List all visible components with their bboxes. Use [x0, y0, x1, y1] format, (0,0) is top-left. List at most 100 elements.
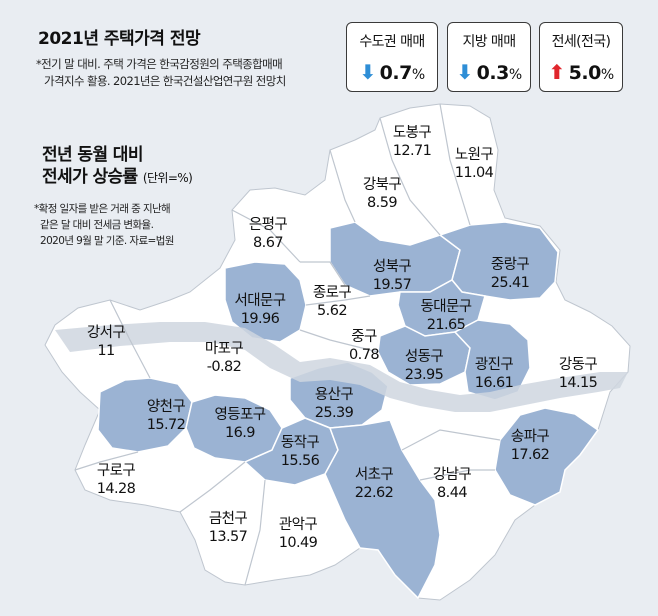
district-value: 13.57	[208, 529, 248, 545]
district-value: 0.78	[349, 347, 379, 363]
forecast-card-label: 전세(전국)	[551, 34, 611, 50]
district-value: 17.62	[510, 447, 550, 463]
district-value: 11	[97, 343, 115, 359]
district-value: 15.72	[146, 417, 186, 433]
district-label-seodaemun: 서대문구 19.96	[234, 292, 287, 328]
district-name: 양천구	[146, 399, 186, 415]
district-value: 8.67	[253, 235, 283, 251]
forecast-card-number: 0.3	[476, 62, 510, 84]
header-note: *전기 말 대비. 주택 가격은 한국감정원의 주택종합매매 가격지수 활용. …	[36, 56, 336, 90]
district-label-jongno: 종로구 5.62	[312, 284, 352, 320]
district-name: 중랑구	[490, 257, 530, 273]
district-name: 관악구	[278, 517, 318, 533]
district-name: 은평구	[248, 217, 288, 233]
forecast-card-label: 지방 매매	[462, 34, 517, 50]
district-value: 16.9	[225, 425, 255, 441]
district-value: 11.04	[454, 165, 494, 181]
district-value: 12.71	[392, 143, 432, 159]
district-value: 14.28	[96, 481, 136, 497]
district-name: 중구	[351, 329, 377, 345]
district-value: 15.56	[280, 453, 320, 469]
district-label-gangseo: 강서구 11	[86, 324, 126, 360]
forecast-card-unit: %	[411, 67, 425, 83]
forecast-card-value: ⬇ 0.3%	[448, 60, 530, 84]
district-value: 25.39	[314, 405, 354, 421]
district-name: 강남구	[432, 467, 472, 483]
legend-note-line1: *확정 일자를 받은 거래 중 지난해	[34, 203, 171, 215]
district-value: -0.82	[206, 359, 242, 375]
district-value: 19.57	[372, 277, 412, 293]
district-name: 구로구	[96, 463, 136, 479]
district-label-dongdaemun: 동대문구 21.65	[420, 298, 473, 334]
district-name: 성북구	[372, 259, 412, 275]
district-label-dobong: 도봉구 12.71	[393, 124, 432, 160]
legend-note-line2: 같은 달 대비 전세금 변화율.	[40, 219, 154, 231]
district-name: 금천구	[208, 511, 248, 527]
district-name: 강북구	[362, 177, 402, 193]
legend-title: 전년 동월 대비 전세가 상승률 (단위=%)	[42, 144, 193, 189]
district-value: 16.61	[474, 375, 514, 391]
forecast-card-capital: 수도권 매매 ⬇ 0.7%	[346, 22, 438, 92]
district-value: 8.44	[437, 485, 467, 501]
district-name: 용산구	[314, 387, 354, 403]
district-value: 21.65	[426, 317, 466, 333]
district-name: 동대문구	[420, 299, 473, 315]
district-name: 노원구	[454, 147, 494, 163]
district-label-songpa: 송파구 17.62	[511, 428, 550, 464]
district-name: 도봉구	[392, 125, 432, 141]
district-label-guro: 구로구 14.28	[97, 462, 136, 498]
district-label-gangbuk: 강북구 8.59	[362, 176, 402, 212]
forecast-card-jeonse: 전세(전국) ⬆ 5.0%	[539, 22, 623, 92]
district-label-seongbuk: 성북구 19.57	[373, 258, 412, 294]
legend-unit: (단위=%)	[142, 171, 193, 185]
forecast-card-regional: 지방 매매 ⬇ 0.3%	[447, 22, 531, 92]
forecast-card-number: 0.7	[379, 62, 413, 84]
district-label-seocho: 서초구 22.62	[355, 466, 394, 502]
district-value: 22.62	[354, 485, 394, 501]
han-river	[55, 322, 628, 412]
district-name: 성동구	[404, 349, 444, 365]
district-shape-songpa	[494, 407, 600, 506]
district-name: 종로구	[312, 285, 352, 301]
forecast-card-unit: %	[600, 67, 614, 83]
district-value: 10.49	[278, 535, 318, 551]
forecast-card-label: 수도권 매매	[359, 34, 425, 50]
forecast-card-unit: %	[508, 67, 522, 83]
district-value: 19.96	[240, 311, 280, 327]
district-label-seongdong: 성동구 23.95	[405, 348, 444, 384]
district-value: 23.95	[404, 367, 444, 383]
district-label-jungnang: 중랑구 25.41	[491, 256, 530, 292]
legend-title-line1: 전년 동월 대비	[42, 145, 143, 165]
forecast-card-value: ⬇ 0.7%	[347, 60, 437, 84]
district-label-eunpyeong: 은평구 8.67	[248, 216, 288, 252]
district-label-junggu: 중구 0.78	[349, 328, 379, 364]
district-label-yangcheon: 양천구 15.72	[147, 398, 186, 434]
down-arrow-icon: ⬇	[456, 60, 473, 84]
district-label-gwanak: 관악구 10.49	[279, 516, 318, 552]
district-label-yeongdeungpo: 영등포구 16.9	[214, 406, 267, 442]
district-label-geumcheon: 금천구 13.57	[209, 510, 248, 546]
district-label-gangnam: 강남구 8.44	[432, 466, 472, 502]
district-label-gwangjin: 광진구 16.61	[475, 356, 514, 392]
header-note-line2: 가격지수 활용. 2021년은 한국건설산업연구원 전망치	[44, 74, 286, 88]
forecast-card-number: 5.0	[568, 62, 602, 84]
district-value: 14.15	[558, 375, 598, 391]
district-label-nowon: 노원구 11.04	[455, 146, 494, 182]
district-name: 서대문구	[234, 293, 287, 309]
district-name: 강서구	[86, 325, 126, 341]
legend-note: *확정 일자를 받은 거래 중 지난해 같은 달 대비 전세금 변화율. 202…	[34, 201, 234, 249]
district-shape-seocho	[324, 419, 441, 600]
up-arrow-icon: ⬆	[548, 60, 565, 84]
district-name: 마포구	[204, 341, 244, 357]
district-label-yongsan: 용산구 25.39	[315, 386, 354, 422]
district-name: 서초구	[354, 467, 394, 483]
page-title: 2021년 주택가격 전망	[38, 29, 201, 49]
district-label-dongjak: 동작구 15.56	[281, 434, 320, 470]
district-value: 8.59	[367, 195, 397, 211]
district-name: 송파구	[510, 429, 550, 445]
legend-title-line2: 전세가 상승률 (단위=%)	[42, 166, 193, 189]
district-name: 동작구	[280, 435, 320, 451]
legend-title-text: 전세가 상승률	[42, 167, 138, 187]
district-name: 영등포구	[214, 407, 267, 423]
header-note-line1: *전기 말 대비. 주택 가격은 한국감정원의 주택종합매매	[36, 57, 283, 71]
